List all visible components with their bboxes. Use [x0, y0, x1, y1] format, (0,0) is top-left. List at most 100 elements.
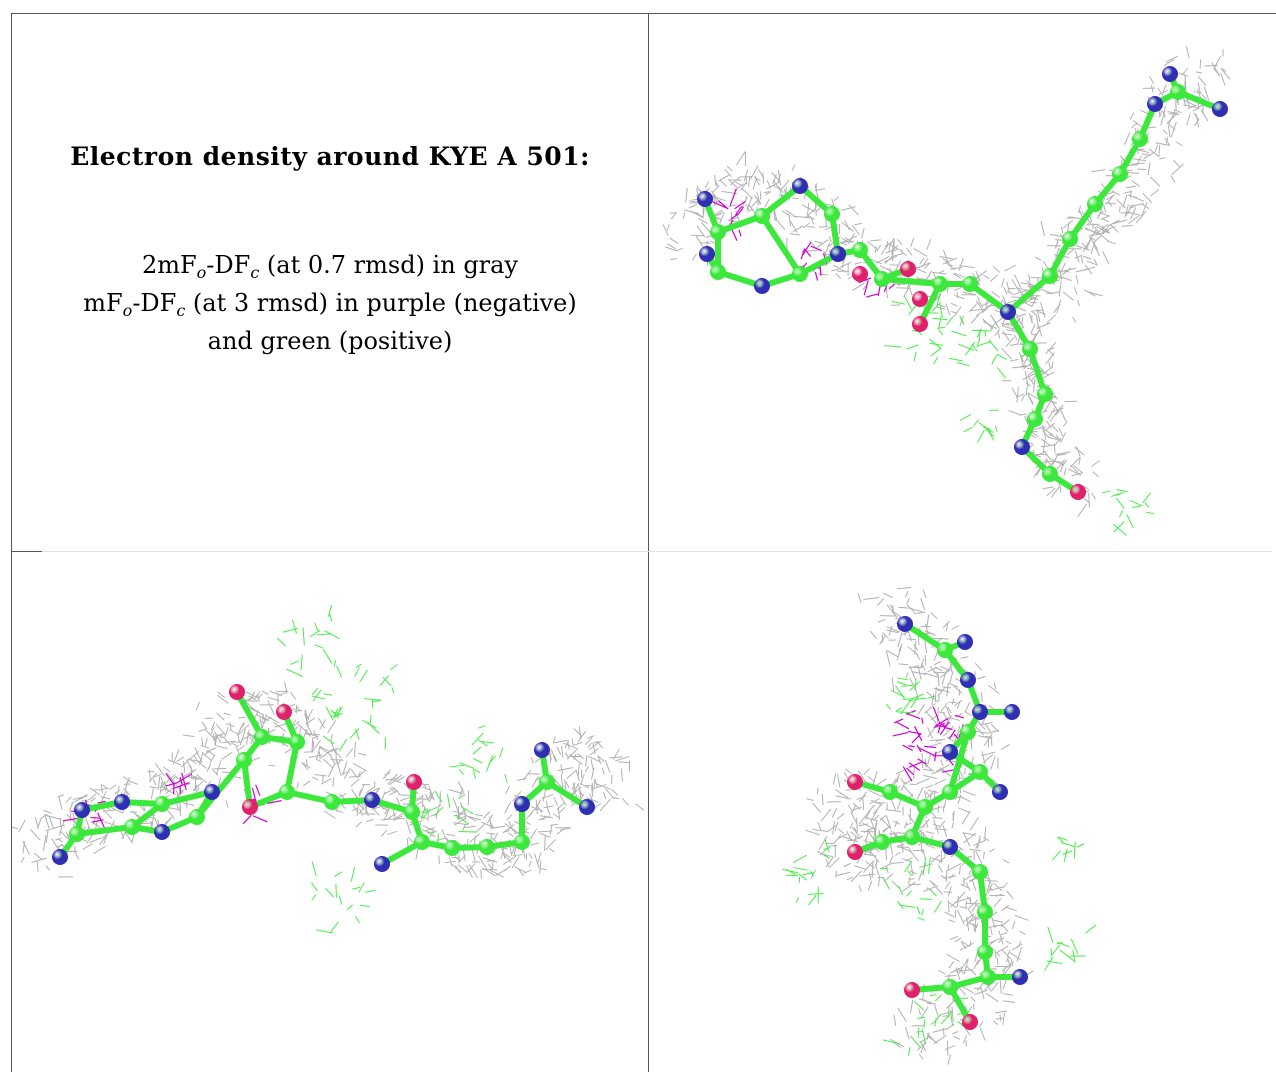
oxygen-atom: [912, 291, 928, 307]
nitrogen-atom: [114, 794, 130, 810]
bond: [1005, 273, 1053, 315]
carbon-atom: [852, 242, 868, 258]
carbon-atom: [1022, 341, 1038, 357]
mesh-positive: [880, 856, 942, 921]
density-view-top-right: [650, 14, 1276, 550]
carbon-atom: [977, 944, 993, 960]
nitrogen-atom: [792, 178, 808, 194]
mesh-positive: [1051, 836, 1085, 863]
carbon-atom: [514, 834, 530, 850]
frame-horizontal-left: [12, 551, 42, 552]
carbon-atom: [1170, 84, 1186, 100]
carbon-atom: [69, 826, 85, 842]
nitrogen-atom: [830, 246, 846, 262]
frame-horizontal-faint: [42, 551, 1272, 552]
carbon-atom: [824, 206, 840, 222]
carbon-atom: [980, 969, 996, 985]
legend-text: 2mFo-DFc (at 0.7 rmsd) in gray mFo-DFc (…: [12, 246, 648, 360]
carbon-atom: [882, 784, 898, 800]
carbon-atom: [1062, 231, 1078, 247]
legend-line-fofc: mFo-DFc (at 3 rmsd) in purple (negative): [83, 289, 577, 320]
carbon-atom: [236, 752, 252, 768]
nitrogen-atom: [972, 704, 988, 720]
carbon-atom: [917, 799, 933, 815]
nitrogen-atom: [579, 799, 595, 815]
mesh-positive: [782, 838, 831, 906]
oxygen-atom: [406, 774, 422, 790]
nitrogen-atom: [942, 839, 958, 855]
mesh-2fofc: [12, 681, 645, 879]
oxygen-atom: [900, 261, 916, 277]
mesh-positive: [276, 604, 343, 678]
mesh-positive: [885, 677, 936, 715]
bond: [879, 276, 943, 287]
carbon-atom: [189, 809, 205, 825]
nitrogen-atom: [1212, 101, 1228, 117]
carbon-atom: [1027, 411, 1043, 427]
molecule-render: [662, 46, 1231, 536]
mesh-positive: [311, 861, 376, 934]
oxygen-atom: [229, 684, 245, 700]
frame-middle: [648, 13, 649, 1072]
legend-line-2fofc: 2mFo-DFc (at 0.7 rmsd) in gray: [141, 251, 519, 282]
oxygen-atom: [852, 266, 868, 282]
carbon-atom: [279, 784, 295, 800]
mesh-positive: [956, 325, 1007, 379]
nitrogen-atom: [697, 191, 713, 207]
carbon-atom: [254, 729, 270, 745]
nitrogen-atom: [699, 246, 715, 262]
carbon-atom: [972, 764, 988, 780]
bond: [759, 183, 803, 219]
nitrogen-atom: [942, 744, 958, 760]
bond: [234, 689, 265, 740]
oxygen-atom: [912, 316, 928, 332]
bond: [159, 789, 215, 807]
carbon-atom: [1132, 131, 1148, 147]
bond: [759, 213, 803, 277]
oxygen-atom: [242, 799, 258, 815]
nitrogen-atom: [154, 824, 170, 840]
nitrogen-atom: [364, 792, 380, 808]
mesh-negative: [892, 706, 965, 782]
mesh-2fofc: [662, 46, 1231, 345]
legend-line-positive: and green (positive): [207, 327, 453, 355]
carbon-atom: [977, 904, 993, 920]
carbon-atom: [1037, 386, 1053, 402]
nitrogen-atom: [204, 784, 220, 800]
carbon-atom: [1087, 196, 1103, 212]
carbon-atom: [874, 271, 890, 287]
nitrogen-atom: [52, 849, 68, 865]
nitrogen-atom: [957, 634, 973, 650]
carbon-atom: [404, 804, 420, 820]
nitrogen-atom: [1014, 439, 1030, 455]
carbon-atom: [792, 266, 808, 282]
oxygen-atom: [276, 704, 292, 720]
mesh-negative: [165, 772, 193, 795]
oxygen-atom: [1070, 484, 1086, 500]
carbon-atom: [1042, 466, 1058, 482]
mesh-positive: [311, 648, 398, 752]
mesh-positive: [959, 409, 999, 443]
carbon-atom: [710, 224, 726, 240]
nitrogen-atom: [1000, 304, 1016, 320]
carbon-atom: [754, 208, 770, 224]
carbon-atom: [289, 734, 305, 750]
carbon-atom: [1112, 166, 1128, 182]
frame-left: [11, 13, 12, 1072]
carbon-atom: [937, 642, 953, 658]
oxygen-atom: [847, 844, 863, 860]
carbon-atom: [874, 834, 890, 850]
carbon-atom: [960, 724, 976, 740]
carbon-atom: [710, 264, 726, 280]
frame-top: [12, 13, 1276, 14]
carbon-atom: [962, 276, 978, 292]
figure-title: Electron density around KYE A 501:: [70, 142, 590, 171]
oxygen-atom: [847, 774, 863, 790]
mesh-positive: [1102, 489, 1154, 536]
carbon-atom: [444, 840, 460, 856]
carbon-atom: [154, 796, 170, 812]
molecule-render: [12, 604, 645, 934]
nitrogen-atom: [754, 278, 770, 294]
carbon-atom: [479, 839, 495, 855]
nitrogen-atom: [960, 672, 976, 688]
